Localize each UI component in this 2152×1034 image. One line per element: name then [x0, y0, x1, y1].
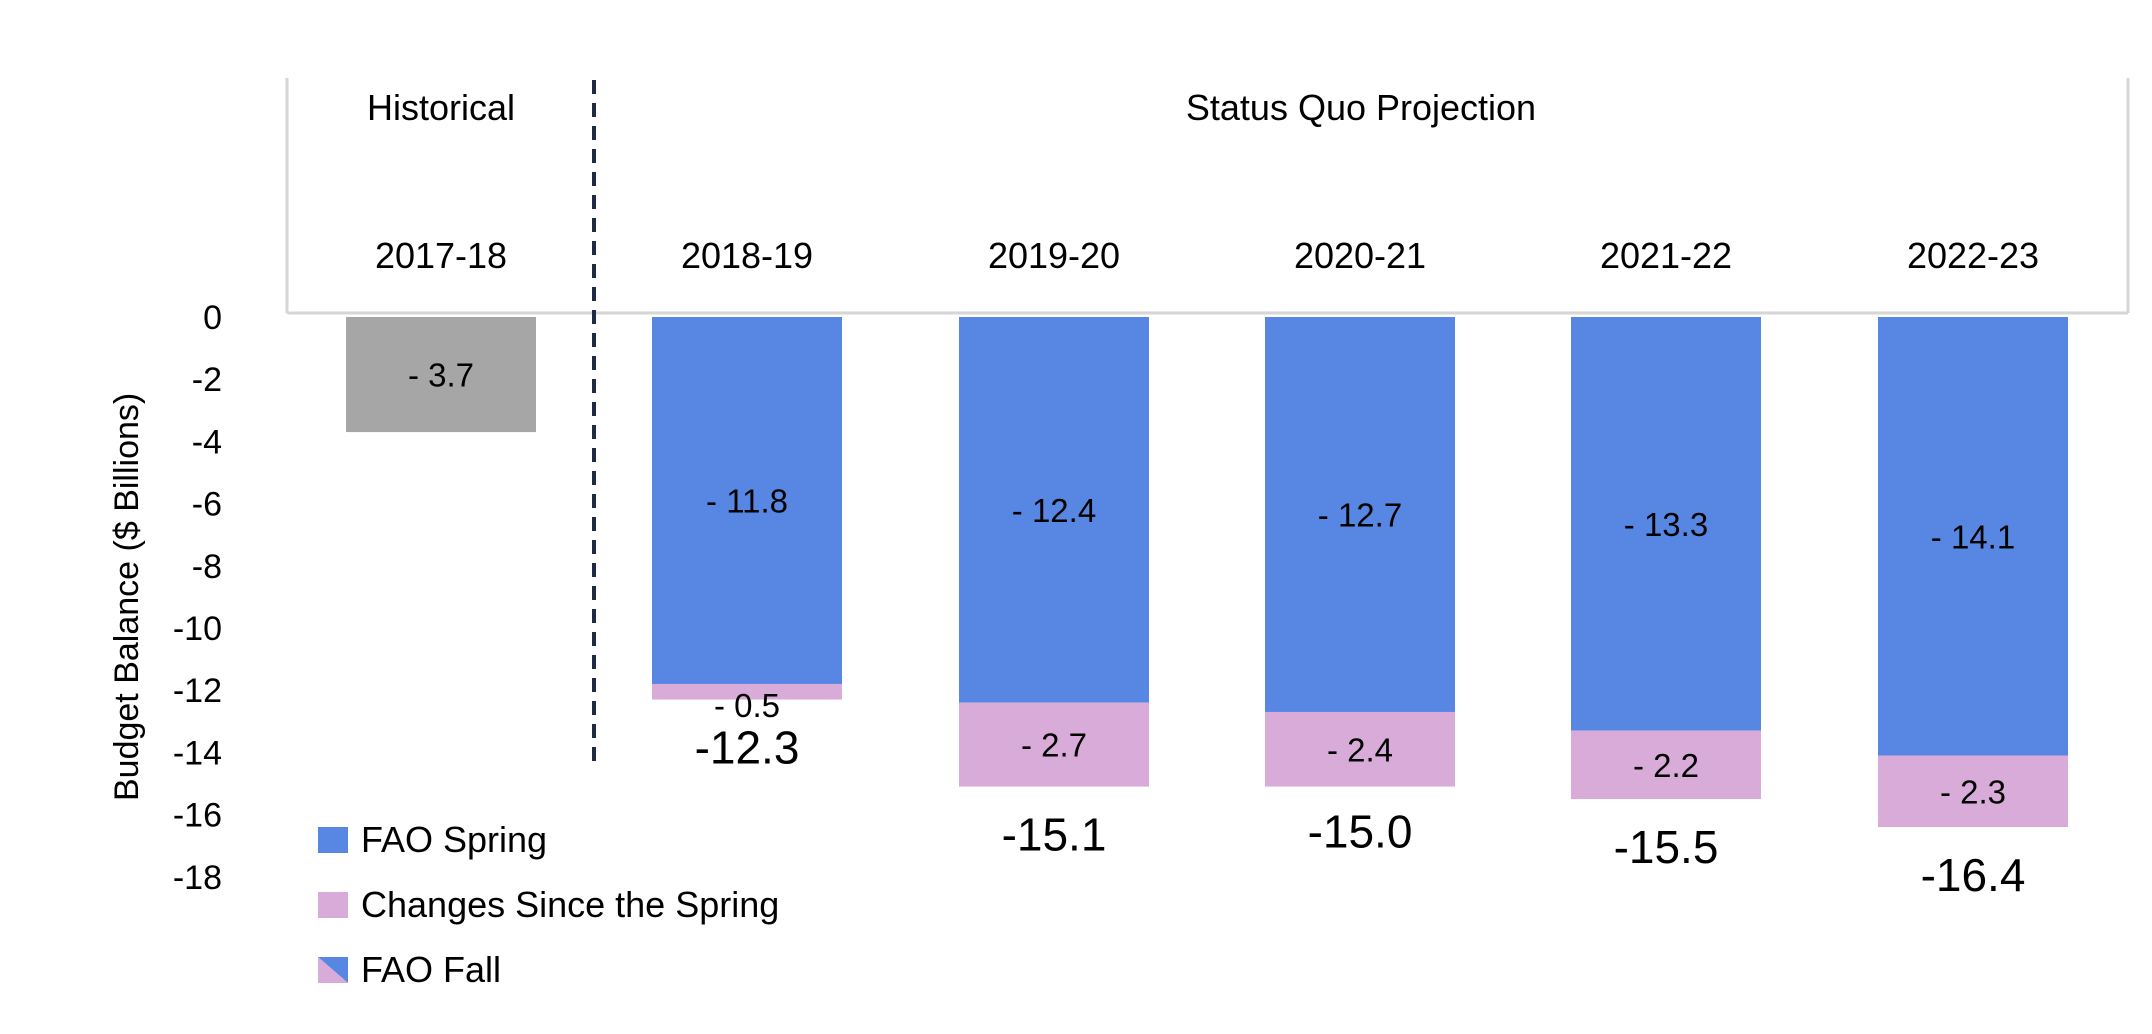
legend-label: FAO Spring	[361, 819, 547, 860]
y-tick-label: 0	[203, 299, 222, 337]
x-tick-label: 2021-22	[1600, 235, 1732, 276]
bar-total-fao-fall: -16.4	[1921, 849, 2026, 901]
bar-changes-since-spring	[1571, 730, 1761, 800]
bar-label-fao-spring: - 12.7	[1318, 496, 1402, 533]
y-tick-label: -16	[173, 797, 222, 835]
bar-label-changes: - 2.2	[1633, 747, 1699, 784]
bar-fao-spring	[959, 317, 1149, 703]
bar-label-changes: - 0.5	[714, 687, 780, 724]
y-tick-label: -18	[173, 859, 222, 897]
bar-changes-since-spring	[959, 702, 1149, 787]
legend-label: Changes Since the Spring	[361, 884, 779, 925]
legend-swatch	[318, 892, 348, 918]
bar-label-changes: - 2.3	[1940, 773, 2006, 810]
y-tick-label: -4	[192, 423, 222, 461]
bar-label-fao-spring: - 11.8	[706, 482, 788, 519]
x-tick-label: 2017-18	[375, 235, 507, 276]
legend-label: FAO Fall	[361, 949, 501, 990]
legend-item: Changes Since the Spring	[318, 884, 779, 925]
bars	[346, 317, 2068, 828]
legend-swatch-part-changes	[318, 957, 348, 983]
bar-label-changes: - 2.4	[1327, 731, 1393, 768]
legend-swatch	[318, 827, 348, 853]
bar-historical	[346, 317, 536, 433]
y-tick-label: -2	[192, 361, 222, 399]
y-tick-label: -10	[173, 610, 222, 648]
bar-label-changes: - 2.7	[1021, 727, 1087, 764]
bar-fao-spring	[1265, 317, 1455, 712]
bar-total-fao-fall: -15.0	[1308, 806, 1413, 858]
y-axis: 0 -2 -4 -6 -8 -10 -12 -14 -16 -18 Budget Balance (…	[108, 299, 222, 897]
bar-fao-spring	[652, 317, 842, 684]
y-tick-label: -8	[192, 548, 222, 586]
legend-item: FAO Fall	[318, 949, 501, 990]
legend: FAO Spring Changes Since the Spring FAO Fa…	[318, 819, 779, 990]
bar-label-fao-spring: - 14.1	[1931, 518, 2015, 555]
period-header: Historical	[367, 87, 515, 128]
y-axis-title: Budget Balance ($ Billions)	[108, 393, 146, 801]
legend-item: FAO Spring	[318, 819, 547, 860]
period-header: Status Quo Projection	[1186, 87, 1536, 128]
header-panel: Historical Status Quo Projection 2017-18 20…	[285, 68, 2130, 765]
data-labels: - 3.7 - 11.8 - 0.5-12.3 - 12.4 - 2.7 -15.1 - 1…	[408, 357, 2025, 902]
bar-changes-since-spring	[1265, 711, 1455, 787]
y-tick-label: -6	[192, 486, 222, 524]
y-tick-label: -12	[173, 672, 222, 710]
bar-total-fao-fall: -15.1	[1002, 809, 1107, 861]
bar-changes-since-spring	[652, 683, 842, 700]
bar-label-fao-spring: - 13.3	[1624, 506, 1708, 543]
bar-fao-spring	[1571, 317, 1761, 731]
legend-swatch-split	[318, 957, 348, 983]
x-tick-label: 2018-19	[681, 235, 813, 276]
bar-total-fao-fall: -12.3	[695, 722, 800, 774]
x-tick-label: 2020-21	[1294, 235, 1426, 276]
y-tick-label: -14	[173, 734, 222, 772]
bar-fao-spring	[1878, 317, 2068, 756]
x-tick-label: 2019-20	[988, 235, 1120, 276]
bar-changes-since-spring	[1878, 755, 2068, 828]
bar-label-fao-spring: - 12.4	[1012, 492, 1096, 529]
x-tick-label: 2022-23	[1907, 235, 2039, 276]
bar-label-historical: - 3.7	[408, 357, 474, 394]
bar-total-fao-fall: -15.5	[1614, 821, 1719, 873]
